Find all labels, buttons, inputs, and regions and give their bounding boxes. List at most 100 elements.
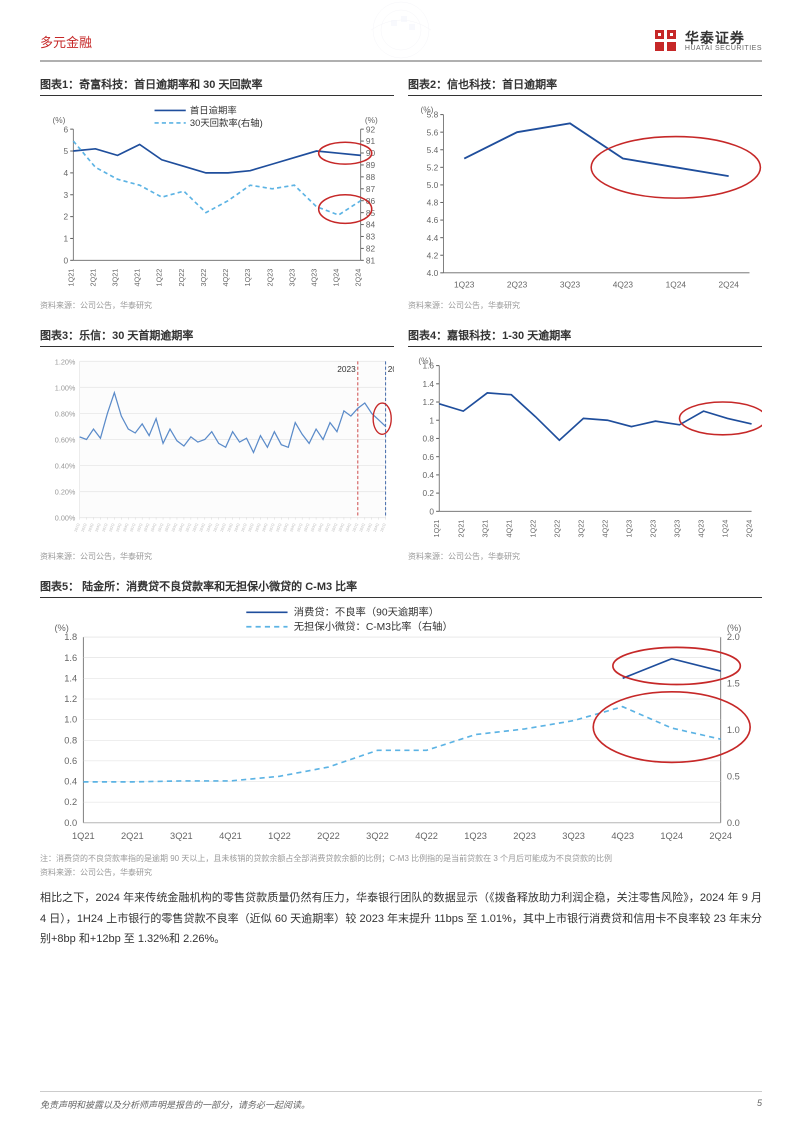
svg-text:0.2: 0.2 xyxy=(422,488,434,498)
svg-text:5.0: 5.0 xyxy=(427,180,439,190)
chart3-source: 资料来源：公司公告，华泰研究 xyxy=(40,551,394,562)
chart5-title: 图表5： 陆金所：消费贷不良贷款率和无担保小微贷的 C-M3 比率 xyxy=(40,578,762,598)
svg-text:2Q23: 2Q23 xyxy=(513,831,536,841)
svg-text:2Q22: 2Q22 xyxy=(317,831,340,841)
svg-text:4Q22: 4Q22 xyxy=(600,519,609,537)
svg-text:0.0: 0.0 xyxy=(64,817,77,827)
svg-text:5.8: 5.8 xyxy=(427,110,439,120)
svg-text:0: 0 xyxy=(63,255,68,265)
svg-text:0.6: 0.6 xyxy=(422,452,434,462)
svg-text:202Q: 202Q xyxy=(136,522,143,532)
svg-text:3Q23: 3Q23 xyxy=(562,831,585,841)
svg-text:4Q23: 4Q23 xyxy=(309,269,318,287)
svg-text:0.8: 0.8 xyxy=(422,433,434,443)
chart2-title: 图表2：信也科技：首日逾期率 xyxy=(408,76,762,96)
svg-text:203Q: 203Q xyxy=(88,522,95,532)
svg-text:1Q24: 1Q24 xyxy=(666,279,687,289)
svg-text:4Q21: 4Q21 xyxy=(219,831,242,841)
svg-text:0.0: 0.0 xyxy=(727,817,740,827)
chart1-svg: 首日逾期率30天回款率(右轴)(%)(%)0123456818283848586… xyxy=(40,100,394,298)
footer-disclaimer: 免责声明和披露以及分析师声明是报告的一部分，请务必一起阅读。 xyxy=(40,1098,310,1111)
svg-text:82: 82 xyxy=(366,244,376,254)
svg-text:3Q22: 3Q22 xyxy=(366,831,389,841)
svg-text:4Q22: 4Q22 xyxy=(221,269,230,287)
svg-text:202Q: 202Q xyxy=(109,522,116,532)
svg-text:2Q21: 2Q21 xyxy=(88,269,97,287)
chart4-title: 图表4：嘉银科技：1-30 天逾期率 xyxy=(408,327,762,347)
svg-text:202Q: 202Q xyxy=(331,522,338,532)
svg-text:204Q: 204Q xyxy=(234,522,241,532)
svg-text:0: 0 xyxy=(429,506,434,516)
svg-text:201Q: 201Q xyxy=(74,522,81,532)
svg-text:30天回款率(右轴): 30天回款率(右轴) xyxy=(190,117,263,128)
svg-text:1Q24: 1Q24 xyxy=(332,269,341,287)
svg-text:201Q: 201Q xyxy=(185,522,192,532)
svg-text:3Q21: 3Q21 xyxy=(480,519,489,537)
svg-text:1.2: 1.2 xyxy=(64,694,77,704)
svg-text:203Q: 203Q xyxy=(366,522,373,532)
page-number: 5 xyxy=(757,1098,762,1111)
svg-text:2Q24: 2Q24 xyxy=(354,269,363,287)
svg-text:202Q: 202Q xyxy=(248,522,255,532)
chart3: 图表3：乐信：30 天首期逾期率 0.00%0.20%0.40%0.60%0.8… xyxy=(40,327,394,572)
svg-text:203Q: 203Q xyxy=(282,522,289,532)
svg-text:2Q24: 2Q24 xyxy=(709,831,732,841)
svg-text:201Q: 201Q xyxy=(352,522,359,532)
svg-text:0.4: 0.4 xyxy=(422,470,434,480)
svg-text:2Q24: 2Q24 xyxy=(745,519,754,537)
svg-text:1.20%: 1.20% xyxy=(55,357,76,366)
svg-text:203Q: 203Q xyxy=(115,522,122,532)
svg-text:2Q23: 2Q23 xyxy=(507,279,528,289)
svg-text:1.4: 1.4 xyxy=(422,379,434,389)
chart1: 图表1：奇富科技：首日逾期率和 30 天回款率 首日逾期率30天回款率(右轴)(… xyxy=(40,76,394,321)
chart4-svg: (%)00.20.40.60.811.21.41.61Q212Q213Q214Q… xyxy=(408,351,762,549)
svg-text:2: 2 xyxy=(63,212,68,222)
svg-text:202Q: 202Q xyxy=(220,522,227,532)
svg-text:203Q: 203Q xyxy=(227,522,234,532)
svg-text:1.6: 1.6 xyxy=(422,361,434,371)
svg-text:1.2: 1.2 xyxy=(422,397,434,407)
svg-text:4Q23: 4Q23 xyxy=(613,279,634,289)
chart1-source: 资料来源：公司公告，华泰研究 xyxy=(40,300,394,311)
svg-text:0.60%: 0.60% xyxy=(55,435,76,444)
chart2-svg: (%)4.04.24.44.64.85.05.25.45.65.81Q232Q2… xyxy=(408,100,762,298)
svg-text:4.6: 4.6 xyxy=(427,215,439,225)
svg-text:3Q23: 3Q23 xyxy=(287,269,296,287)
svg-text:3Q23: 3Q23 xyxy=(673,519,682,537)
svg-text:1Q23: 1Q23 xyxy=(464,831,487,841)
svg-text:2Q23: 2Q23 xyxy=(265,269,274,287)
svg-text:6: 6 xyxy=(63,124,68,134)
svg-text:201Q: 201Q xyxy=(213,522,220,532)
svg-text:87: 87 xyxy=(366,184,376,194)
svg-text:3Q21: 3Q21 xyxy=(170,831,193,841)
svg-text:203Q: 203Q xyxy=(143,522,150,532)
svg-text:2024: 2024 xyxy=(388,364,394,374)
svg-text:2Q22: 2Q22 xyxy=(552,519,561,537)
svg-text:2Q22: 2Q22 xyxy=(177,269,186,287)
svg-text:2Q24: 2Q24 xyxy=(719,279,740,289)
svg-text:2023: 2023 xyxy=(337,364,356,374)
svg-text:5.6: 5.6 xyxy=(427,127,439,137)
svg-text:1Q22: 1Q22 xyxy=(268,831,291,841)
svg-text:204Q: 204Q xyxy=(150,522,157,532)
header-watermark xyxy=(301,0,501,60)
svg-text:0.20%: 0.20% xyxy=(55,487,76,496)
svg-text:201Q: 201Q xyxy=(102,522,109,532)
svg-text:92: 92 xyxy=(366,124,376,134)
svg-text:204Q: 204Q xyxy=(289,522,296,532)
svg-text:1Q22: 1Q22 xyxy=(528,519,537,537)
svg-text:4.8: 4.8 xyxy=(427,198,439,208)
chart3-svg: 0.00%0.20%0.40%0.60%0.80%1.00%1.20%201Q2… xyxy=(40,351,394,549)
svg-text:89: 89 xyxy=(366,160,376,170)
svg-text:202Q: 202Q xyxy=(81,522,88,532)
svg-text:201Q: 201Q xyxy=(269,522,276,532)
category-label: 多元金融 xyxy=(40,32,92,51)
chart5-note: 注：消费贷的不良贷款率指的是逾期 90 天以上，且未核销的贷款余额占全部消费贷款… xyxy=(40,853,762,865)
svg-text:1: 1 xyxy=(429,415,434,425)
chart2: 图表2：信也科技：首日逾期率 (%)4.04.24.44.64.85.05.25… xyxy=(408,76,762,321)
svg-text:4.4: 4.4 xyxy=(427,233,439,243)
svg-text:1.5: 1.5 xyxy=(727,678,740,688)
svg-text:0.80%: 0.80% xyxy=(55,409,76,418)
svg-text:201Q: 201Q xyxy=(241,522,248,532)
svg-text:1Q23: 1Q23 xyxy=(454,279,475,289)
